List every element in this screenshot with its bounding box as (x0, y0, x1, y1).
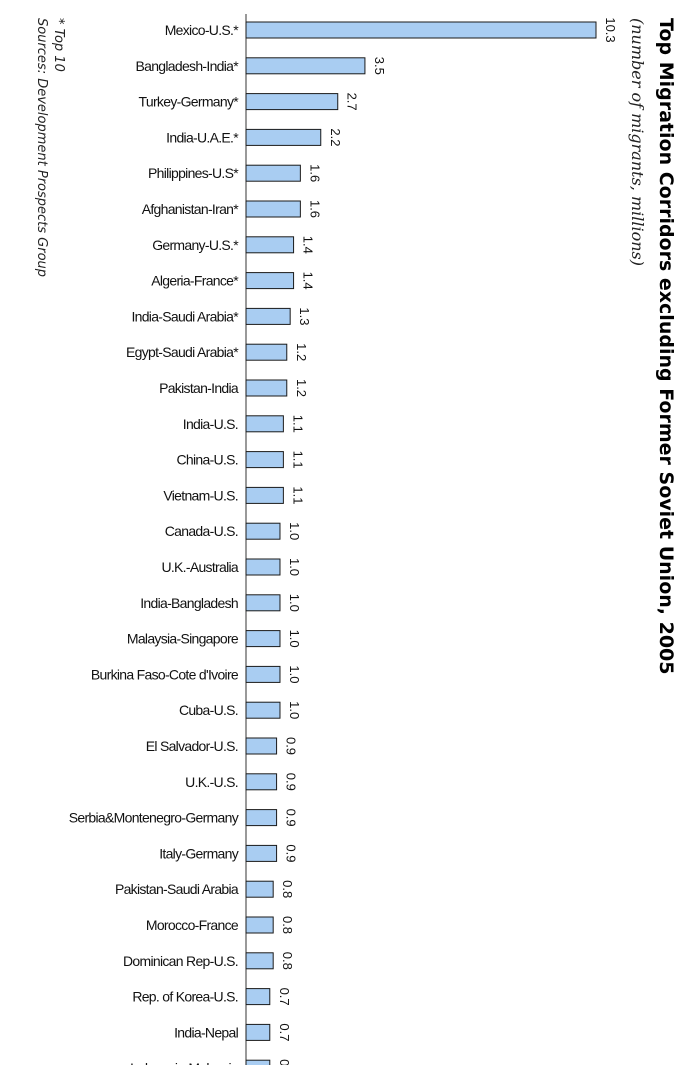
category-label: Malaysia-Singapore (127, 631, 239, 647)
bar (245, 737, 278, 755)
category-label: India-Saudi Arabia* (131, 308, 239, 324)
category-label: Serbia&Montenegro-Germany (69, 810, 239, 826)
bar (245, 594, 281, 612)
bar (245, 57, 366, 75)
bar (245, 522, 281, 540)
category-label: Morocco-France (146, 917, 239, 933)
chart-title: Top Migration Corridors excluding Former… (655, 18, 677, 674)
category-label: Bangladesh-India* (135, 58, 239, 74)
value-label: 10.3 (603, 17, 618, 42)
source-text: Sources: Development Prospects Group (34, 18, 49, 277)
category-label: Indonesia-Malaysia (130, 1060, 239, 1065)
category-label: India-Bangladesh (140, 595, 238, 611)
category-label: Germany-U.S.* (152, 237, 239, 253)
category-label: Pakistan-Saudi Arabia (115, 881, 239, 897)
value-label: 0.8 (280, 880, 295, 898)
value-label: 0.7 (277, 1023, 292, 1041)
value-label: 1.3 (297, 307, 312, 325)
bar (245, 916, 274, 934)
value-label: 3.5 (372, 57, 387, 75)
bar (245, 451, 284, 469)
bar (245, 665, 281, 683)
bar (245, 128, 322, 146)
category-label: U.K.-U.S. (185, 774, 238, 790)
bar (245, 486, 284, 504)
category-label: Burkina Faso-Cote d'Ivoire (91, 666, 239, 682)
value-label: 1.0 (287, 558, 302, 576)
category-label: India-U.S. (183, 416, 238, 432)
value-label: 1.6 (307, 164, 322, 182)
category-label: Egypt-Saudi Arabia* (126, 344, 239, 360)
bar (245, 415, 284, 433)
category-label: India-Nepal (174, 1024, 238, 1040)
bar (245, 844, 278, 862)
category-label: Canada-U.S. (165, 523, 238, 539)
category-label: Italy-Germany (159, 845, 239, 861)
bar (245, 21, 597, 39)
value-label: 1.6 (307, 200, 322, 218)
value-label: 2.2 (328, 128, 343, 146)
value-label: 0.7 (277, 1059, 292, 1065)
value-label: 0.9 (284, 844, 299, 862)
value-label: 0.9 (284, 773, 299, 791)
bar (245, 307, 291, 325)
value-label: 0.9 (284, 809, 299, 827)
category-label: Algeria-France* (151, 273, 239, 289)
value-label: 1.1 (290, 486, 305, 504)
chart-subtitle: (number of migrants, millions) (628, 18, 647, 266)
category-label: Vietnam-U.S. (163, 487, 238, 503)
category-label: Philippines-U.S* (148, 165, 239, 181)
bars (245, 21, 597, 1065)
value-label: 1.0 (287, 701, 302, 719)
bar (245, 200, 301, 218)
bar (245, 1023, 271, 1041)
bar (245, 93, 339, 111)
value-label: 1.0 (287, 630, 302, 648)
category-label: Cuba-U.S. (179, 702, 238, 718)
value-label: 1.1 (290, 451, 305, 469)
bar (245, 988, 271, 1006)
value-label: 1.4 (301, 236, 316, 254)
bar (245, 272, 295, 290)
value-label: 0.9 (284, 737, 299, 755)
value-label: 0.8 (280, 952, 295, 970)
footnote-text: * Top 10 (51, 18, 66, 72)
category-label: Dominican Rep-U.S. (123, 953, 238, 969)
bar (245, 343, 288, 361)
bar (245, 630, 281, 648)
bar (245, 880, 274, 898)
category-label: China-U.S. (177, 452, 238, 468)
bar (245, 809, 278, 827)
value-label: 2.7 (345, 93, 360, 111)
bar (245, 701, 281, 719)
value-label: 1.1 (290, 415, 305, 433)
value-label: 1.2 (294, 343, 309, 361)
value-label: 1.0 (287, 665, 302, 683)
category-label: India-U.A.E.* (166, 129, 239, 145)
bar (245, 1059, 271, 1065)
category-label: Pakistan-India (159, 380, 239, 396)
bar (245, 952, 274, 970)
value-label: 0.8 (280, 916, 295, 934)
value-label: 1.0 (287, 522, 302, 540)
value-label: 0.7 (277, 988, 292, 1006)
value-label: 1.4 (301, 272, 316, 290)
bar (245, 558, 281, 576)
value-labels: 10.3 3.5 2.7 2.2 1.6 1.6 1.4 1.4 1.3 1.2 1.2 1.1 1.1… (277, 17, 618, 1065)
category-label: El Salvador-U.S. (146, 738, 238, 754)
bar (245, 164, 301, 182)
category-label: Afghanistan-Iran* (142, 201, 240, 217)
bar (245, 236, 295, 254)
category-labels: Mexico-U.S.* Bangladesh-India* Turkey-Germ… (69, 22, 240, 1065)
bar (245, 773, 278, 791)
category-label: Turkey-Germany* (139, 94, 240, 110)
category-label: Mexico-U.S.* (165, 22, 240, 38)
value-label: 1.0 (287, 594, 302, 612)
value-label: 1.2 (294, 379, 309, 397)
category-label: Rep. of Korea-U.S. (132, 989, 238, 1005)
category-label: U.K.-Australia (161, 559, 238, 575)
bar (245, 379, 288, 397)
